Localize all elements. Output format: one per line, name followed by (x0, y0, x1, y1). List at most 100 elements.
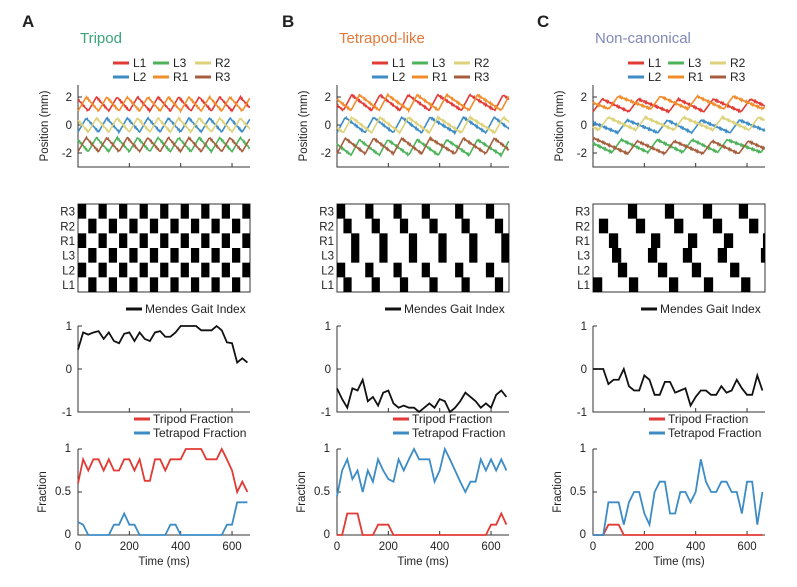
gait-row-label-L1: L1 (577, 280, 590, 292)
gait-swing-block-R1 (98, 233, 107, 248)
legend-label-L1: L1 (133, 56, 147, 70)
time-xtick-label: 400 (430, 541, 449, 553)
fraction-ytick-label: 0.5 (570, 486, 586, 498)
gait-row-label-R3: R3 (60, 207, 75, 219)
gait-swing-block-L2 (421, 262, 430, 278)
tetrapod-fraction-line (77, 501, 248, 536)
gait-swing-block-L2 (98, 262, 107, 278)
panel-title: Tripod (80, 30, 122, 47)
legend-label-R2: R2 (474, 56, 490, 70)
gait-swing-block-L3 (211, 248, 220, 263)
gait-swing-block-R1 (469, 233, 478, 248)
time-xtick-label: 200 (120, 541, 139, 553)
gait-swing-block-L1 (494, 277, 504, 292)
gait-swing-block-L2 (337, 262, 346, 278)
mgi-ytick-label: 0 (66, 364, 72, 376)
panel-C: C Non-canonical L1 L3 R2 L2 R1 R3 2 0 -2 Position (… (537, 12, 766, 568)
gait-swing-block-L1 (429, 277, 438, 292)
position-trace-R2 (336, 114, 510, 135)
tetrapod-fraction-line (593, 459, 764, 536)
fraction-axes (77, 449, 250, 536)
gait-swing-block-L3 (717, 248, 728, 263)
panel-B: B Tetrapod-like L1 L3 R2 L2 R1 R3 2 0 -2 Position (… (282, 12, 510, 568)
position-ytick-label: -2 (577, 148, 587, 160)
position-trace-L1 (336, 93, 510, 112)
legend-label-R3: R3 (215, 70, 231, 84)
gait-swing-block-L2 (657, 262, 668, 278)
gait-swing-block-R2 (108, 218, 118, 234)
mgi-line (336, 377, 508, 414)
gait-swing-block-R3 (485, 204, 495, 219)
legend-label-R2: R2 (215, 56, 231, 70)
gait-swing-block-R1 (608, 233, 619, 248)
panel-label: C (537, 12, 549, 31)
mgi-ytick-label: -1 (62, 407, 72, 419)
gait-swing-block-R3 (365, 204, 374, 219)
position-trace-L3 (336, 138, 510, 158)
fraction-ytick-label: 1 (324, 443, 330, 455)
gait-swing-block-R1 (160, 233, 169, 248)
gait-swing-block-L1 (399, 277, 409, 292)
gait-swing-block-R1 (180, 233, 189, 248)
gait-swing-block-R2 (371, 218, 380, 234)
gait-swing-block-R3 (421, 204, 430, 219)
gait-swing-block-R2 (494, 218, 504, 234)
position-axes (77, 85, 250, 168)
gait-row-label-R3: R3 (575, 207, 590, 219)
gait-swing-block-L1 (170, 277, 179, 292)
legend-label-L2: L2 (648, 70, 662, 84)
position-trace-L2 (77, 116, 251, 135)
gait-swing-block-R3 (201, 204, 210, 219)
gait-swing-block-R3 (180, 204, 189, 219)
position-trace-R3 (336, 135, 510, 157)
position-ytick-label: 0 (325, 120, 331, 132)
legend-label-tripod: Tripod Fraction (668, 412, 748, 426)
time-xlabel: Time (ms) (138, 556, 189, 568)
mgi-ytick-label: 0 (325, 364, 331, 376)
gait-row-label-R1: R1 (319, 236, 334, 248)
legend-label-tripod: Tripod Fraction (412, 412, 492, 426)
gait-swing-block-L2 (119, 262, 128, 278)
mgi-line (77, 324, 249, 365)
gait-row-label-L3: L3 (577, 251, 590, 263)
gait-swing-block-R1 (438, 233, 447, 248)
legend-label-R3: R3 (474, 70, 490, 84)
gait-swing-block-R2 (749, 218, 759, 234)
gait-row-label-R2: R2 (60, 221, 75, 233)
gait-swing-block-R2 (399, 218, 409, 234)
legend-label-tripod: Tripod Fraction (153, 412, 233, 426)
gait-swing-block-L1 (190, 277, 200, 292)
position-trace-R1 (336, 92, 510, 114)
gait-swing-block-L2 (691, 262, 702, 278)
gait-row-label-R1: R1 (60, 236, 75, 248)
mgi-ytick-label: -1 (577, 407, 587, 419)
gait-swing-block-R3 (119, 204, 128, 219)
gait-swing-block-R3 (221, 204, 230, 219)
gait-swing-block-L1 (129, 277, 138, 292)
gait-swing-block-L2 (139, 262, 148, 278)
gait-swing-block-L2 (221, 262, 230, 278)
gait-swing-block-R3 (139, 204, 148, 219)
legend-label-R1: R1 (688, 70, 704, 84)
panel-title: Tetrapod-like (339, 30, 425, 47)
gait-swing-block-R2 (170, 218, 179, 234)
gait-row-label-L3: L3 (62, 251, 75, 263)
time-xtick-label: 400 (686, 541, 705, 553)
gait-swing-block-R3 (98, 204, 107, 219)
gait-swing-block-R1 (723, 233, 734, 248)
legend-label-tetrapod: Tetrapod Fraction (412, 426, 505, 440)
time-xtick-label: 600 (481, 541, 500, 553)
position-trace-R2 (77, 115, 251, 134)
gait-swing-block-L1 (628, 277, 639, 292)
time-xtick-label: 200 (379, 541, 398, 553)
position-trace-R1 (77, 94, 251, 114)
gait-swing-block-R2 (461, 218, 470, 234)
panel-label: A (22, 12, 34, 31)
gait-swing-block-L3 (647, 248, 658, 263)
gait-swing-block-L3 (129, 248, 138, 263)
gait-row-label-R3: R3 (319, 207, 334, 219)
legend-label-R3: R3 (730, 70, 746, 84)
position-ytick-label: 0 (581, 120, 587, 132)
gait-swing-block-L2 (160, 262, 169, 278)
position-ytick-label: 2 (66, 92, 72, 104)
